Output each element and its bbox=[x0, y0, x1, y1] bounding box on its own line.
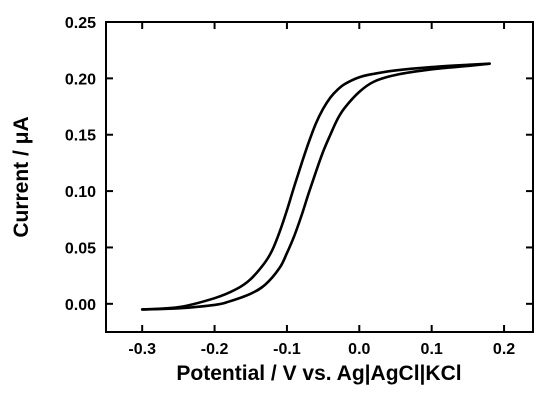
y-axis: 0.00 0.05 0.10 0.15 0.20 0.25 bbox=[65, 15, 533, 314]
y-tick-label: 0.15 bbox=[65, 128, 96, 145]
plot-frame bbox=[105, 21, 534, 333]
x-tick-label: -0.1 bbox=[273, 341, 301, 358]
y-tick-label: 0.20 bbox=[65, 71, 96, 88]
y-tick-label: 0.10 bbox=[65, 184, 96, 201]
y-tick-label: 0.25 bbox=[65, 15, 96, 32]
reverse-scan-line bbox=[140, 62, 491, 311]
forward-scan-line bbox=[140, 62, 491, 311]
y-axis-title: Current / μA bbox=[10, 116, 33, 237]
plot-curves bbox=[140, 62, 491, 311]
x-tick-label: -0.3 bbox=[128, 341, 156, 358]
y-tick-label: 0.05 bbox=[65, 240, 96, 257]
x-axis-title: Potential / V vs. Ag|AgCl|KCl bbox=[176, 362, 461, 385]
y-tick-label: 0.00 bbox=[65, 297, 96, 314]
x-tick-label: 0.0 bbox=[348, 341, 370, 358]
x-axis: -0.3 -0.2 -0.1 0.0 0.1 0.2 bbox=[128, 22, 515, 358]
x-tick-label: 0.2 bbox=[493, 341, 515, 358]
x-tick-label: 0.1 bbox=[421, 341, 443, 358]
x-tick-label: -0.2 bbox=[201, 341, 229, 358]
